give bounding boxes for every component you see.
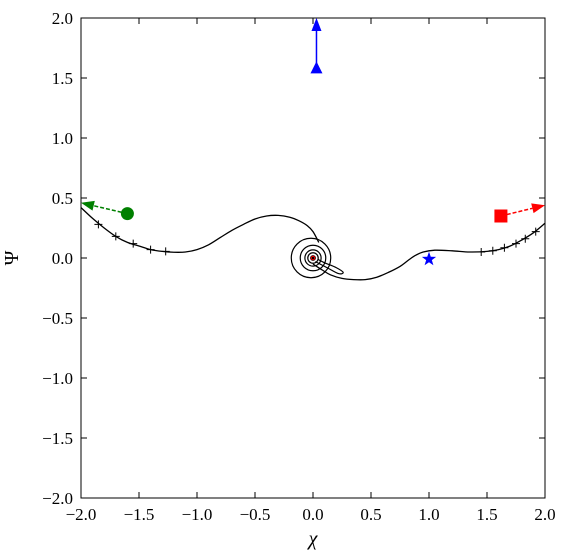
trajectory-curve-2 bbox=[312, 222, 545, 281]
x-tick-label: −1.0 bbox=[182, 505, 213, 524]
blue-arrow-head bbox=[311, 18, 322, 31]
red-arrow-shaft bbox=[500, 207, 533, 217]
y-tick-label: −1.5 bbox=[42, 429, 73, 448]
spiral-ring-4 bbox=[307, 252, 319, 264]
x-tick-label: −1.5 bbox=[124, 505, 155, 524]
y-tick-label: 1.0 bbox=[52, 129, 73, 148]
x-tick-label: 0.5 bbox=[360, 505, 381, 524]
x-tick-label: 1.0 bbox=[418, 505, 439, 524]
red-small-marker bbox=[310, 255, 316, 261]
cross-marker bbox=[488, 246, 497, 255]
x-axis-label: χ bbox=[307, 528, 319, 550]
y-tick-label: 0.0 bbox=[52, 249, 73, 268]
red-arrow-head bbox=[531, 203, 545, 214]
y-tick-label: −0.5 bbox=[42, 309, 73, 328]
cross-marker bbox=[521, 234, 530, 243]
y-tick-label: −1.0 bbox=[42, 369, 73, 388]
axes-frame bbox=[80, 17, 546, 499]
x-tick-label: 0.0 bbox=[302, 505, 323, 524]
spiral-ring-3 bbox=[304, 249, 322, 267]
cross-marker bbox=[161, 247, 170, 256]
cross-marker bbox=[111, 232, 120, 241]
y-tick-label: 1.5 bbox=[52, 69, 73, 88]
cross-marker bbox=[477, 248, 486, 256]
y-tick-label: 0.5 bbox=[52, 189, 73, 208]
plot-area bbox=[81, 18, 545, 281]
spiral-tail bbox=[315, 258, 344, 275]
blue-star bbox=[421, 251, 437, 266]
x-tick-label: −0.5 bbox=[240, 505, 271, 524]
spiral-ring-2 bbox=[299, 244, 327, 272]
x-tick-label: 2.0 bbox=[534, 505, 555, 524]
cross-marker bbox=[512, 239, 520, 248]
y-tick-label: 2.0 bbox=[52, 9, 73, 28]
cross-marker bbox=[531, 227, 540, 236]
green-arrow-head bbox=[81, 200, 95, 211]
cross-marker bbox=[129, 239, 138, 248]
trajectory-curve-1 bbox=[81, 207, 320, 253]
cross-marker bbox=[146, 245, 155, 254]
x-tick-label: −2.0 bbox=[66, 505, 97, 524]
y-tick-label: −2.0 bbox=[42, 489, 73, 508]
x-tick-label: 1.5 bbox=[476, 505, 497, 524]
cross-marker bbox=[500, 243, 509, 252]
cross-marker bbox=[94, 220, 103, 229]
spiral-ring-1 bbox=[290, 237, 332, 279]
axis-ticks: −2.0 −1.5 −1.0 −0.5 0.0 0.5 1.0 1.5 2.0 −2.0 −1.5 −… bbox=[42, 9, 555, 524]
y-axis-label: Ψ bbox=[1, 250, 23, 265]
